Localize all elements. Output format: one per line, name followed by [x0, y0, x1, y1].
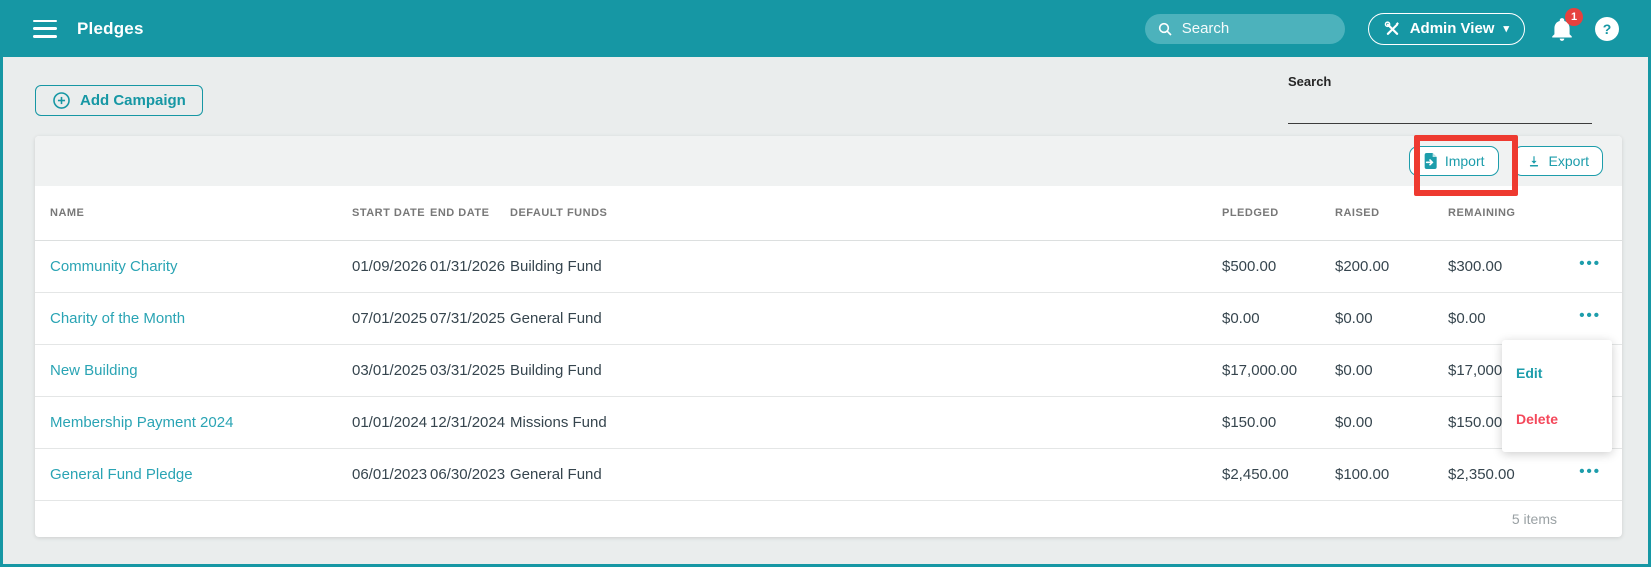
export-label: Export: [1548, 153, 1589, 169]
cell-start-date: 07/01/2025: [352, 310, 428, 327]
table-row: Community Charity 01/09/2026 01/31/2026 …: [35, 241, 1622, 293]
row-actions-menu-icon[interactable]: •••: [1579, 307, 1601, 324]
cell-remaining: $2,350.00: [1448, 466, 1515, 483]
cell-pledged: $17,000.00: [1222, 362, 1298, 379]
top-bar-actions: Admin View ▾ 1 ?: [1144, 7, 1619, 45]
cell-raised: $0.00: [1335, 414, 1373, 431]
campaigns-panel: Import Export NAME START DATE END DATE D…: [35, 136, 1622, 537]
column-header-name: NAME: [50, 207, 85, 219]
campaign-link[interactable]: New Building: [50, 362, 138, 379]
row-context-menu: Edit Delete: [1502, 340, 1612, 452]
cell-remaining: $150.00: [1448, 414, 1503, 431]
cell-start-date: 06/01/2023: [352, 466, 428, 483]
cell-default-fund: Missions Fund: [510, 414, 607, 431]
campaign-link[interactable]: Charity of the Month: [50, 310, 186, 327]
table-row: Charity of the Month 07/01/2025 07/31/20…: [35, 293, 1622, 345]
help-button[interactable]: ?: [1595, 16, 1619, 41]
chevron-down-icon: ▾: [1503, 23, 1509, 35]
cell-default-fund: General Fund: [510, 310, 602, 327]
campaign-link[interactable]: Community Charity: [50, 258, 178, 275]
column-header-raised: RAISED: [1335, 207, 1380, 219]
campaign-link[interactable]: General Fund Pledge: [50, 466, 193, 483]
notification-badge: 1: [1565, 7, 1583, 26]
campaign-link[interactable]: Membership Payment 2024: [50, 414, 234, 431]
row-actions-menu-icon[interactable]: •••: [1579, 255, 1601, 272]
search-icon: [1157, 21, 1173, 37]
items-count: 5 items: [1511, 511, 1557, 527]
cell-end-date: 12/31/2024: [430, 414, 506, 431]
import-label: Import: [1444, 153, 1485, 169]
table-search-label: Search: [1288, 74, 1332, 89]
panel-toolbar: Import Export: [35, 136, 1622, 186]
context-menu-delete[interactable]: Delete: [1516, 411, 1559, 427]
column-header-remaining: REMAINING: [1448, 207, 1516, 219]
cell-start-date: 01/09/2026: [352, 258, 428, 275]
add-campaign-label: Add Campaign: [80, 92, 186, 109]
table-search-input[interactable]: [1288, 123, 1592, 124]
cell-end-date: 03/31/2025: [430, 362, 506, 379]
cell-raised: $0.00: [1335, 362, 1373, 379]
global-search[interactable]: [1144, 13, 1345, 44]
cell-default-fund: Building Fund: [510, 362, 602, 379]
export-button[interactable]: Export: [1512, 146, 1603, 176]
context-menu-edit[interactable]: Edit: [1516, 365, 1543, 381]
cell-default-fund: Building Fund: [510, 258, 602, 275]
add-campaign-button[interactable]: Add Campaign: [35, 85, 203, 116]
table-row: General Fund Pledge 06/01/2023 06/30/202…: [35, 449, 1622, 501]
cell-end-date: 07/31/2025: [430, 310, 506, 327]
cell-raised: $200.00: [1335, 258, 1390, 275]
global-search-input[interactable]: [1181, 20, 1333, 37]
cell-start-date: 01/01/2024: [352, 414, 428, 431]
table-row: Membership Payment 2024 01/01/2024 12/31…: [35, 397, 1622, 449]
column-header-default-funds: DEFAULT FUNDS: [510, 207, 608, 219]
import-button[interactable]: Import: [1408, 146, 1499, 176]
download-icon: [1527, 154, 1541, 169]
cell-pledged: $500.00: [1222, 258, 1277, 275]
table-row: New Building 03/01/2025 03/31/2025 Build…: [35, 345, 1622, 397]
column-header-end-date: END DATE: [430, 207, 490, 219]
cell-pledged: $150.00: [1222, 414, 1277, 431]
hamburger-menu-icon[interactable]: [33, 19, 57, 38]
cell-raised: $100.00: [1335, 466, 1390, 483]
top-bar: Pledges Admin View: [0, 0, 1651, 57]
admin-view-button[interactable]: Admin View ▾: [1367, 12, 1525, 45]
cell-default-fund: General Fund: [510, 466, 602, 483]
cell-pledged: $0.00: [1222, 310, 1260, 327]
cell-end-date: 06/30/2023: [430, 466, 506, 483]
admin-view-label: Admin View: [1409, 20, 1495, 37]
cell-pledged: $2,450.00: [1222, 466, 1289, 483]
cell-end-date: 01/31/2026: [430, 258, 506, 275]
cell-start-date: 03/01/2025: [352, 362, 428, 379]
cell-raised: $0.00: [1335, 310, 1373, 327]
row-actions-menu-icon[interactable]: •••: [1579, 463, 1601, 480]
plus-circle-icon: [52, 91, 71, 110]
cell-remaining: $0.00: [1448, 310, 1486, 327]
cell-remaining: $300.00: [1448, 258, 1503, 275]
column-header-pledged: PLEDGED: [1222, 207, 1279, 219]
notifications-button[interactable]: 1: [1549, 7, 1583, 43]
admin-tools-icon: [1384, 20, 1401, 37]
question-mark-icon: ?: [1602, 20, 1612, 37]
import-file-icon: [1423, 153, 1437, 169]
table-header-row: NAME START DATE END DATE DEFAULT FUNDS P…: [35, 186, 1622, 241]
column-header-start-date: START DATE: [352, 207, 426, 219]
main-content: Add Campaign Search Import: [0, 57, 1651, 567]
page-title: Pledges: [77, 18, 144, 38]
table-footer: 5 items: [35, 501, 1622, 537]
